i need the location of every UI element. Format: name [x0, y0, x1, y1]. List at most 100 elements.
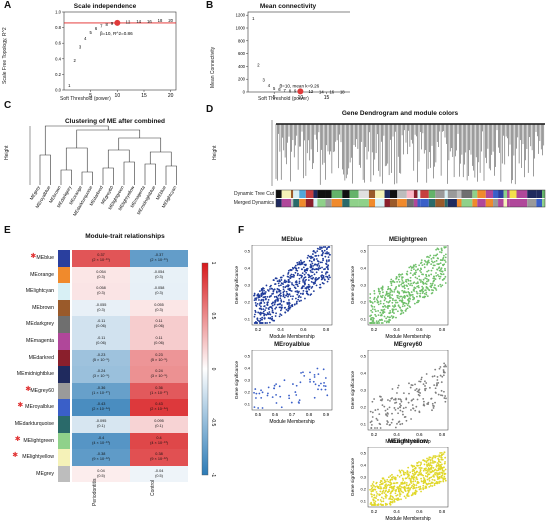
scatter-point	[407, 295, 409, 297]
dendrogram-branch	[61, 170, 72, 185]
scatter-point	[431, 258, 433, 260]
scatter-point	[276, 290, 278, 292]
p-value: (3 × 10⁻⁵)	[130, 374, 188, 379]
heatmap-cell-periodontitis: -0.36(1 × 10⁻¹⁰)	[72, 383, 130, 400]
y-tick-label: 0.3	[244, 378, 250, 383]
scatter-point	[425, 470, 427, 472]
scatter-point	[390, 479, 392, 481]
dynamic-tree-cut-segment	[445, 190, 448, 198]
scatter-point	[388, 302, 390, 304]
x-tick-label: 15	[324, 95, 330, 101]
data-point-label: 18	[158, 18, 163, 23]
scatter-point	[398, 385, 400, 387]
scatter-point	[440, 366, 442, 368]
scatter-point	[317, 373, 319, 375]
scatter-point	[394, 482, 396, 484]
scatter-point	[297, 264, 299, 266]
data-point-label: 5	[89, 30, 92, 35]
scatter-point	[436, 385, 438, 387]
scatter-point	[392, 419, 394, 421]
scatter-point	[391, 413, 393, 415]
dynamic-tree-cut-segment	[397, 190, 407, 198]
scatter-point	[416, 286, 418, 288]
scatter-point	[432, 257, 434, 259]
scatter-point	[411, 399, 413, 401]
scatter-point	[260, 397, 262, 399]
scatter-point	[434, 284, 436, 286]
scatter-point	[281, 308, 283, 310]
p-value: (0.5)	[130, 474, 188, 479]
heatmap-cell-periodontitis: -0.38(9 × 10⁻¹²)	[72, 449, 130, 466]
scatter-point	[412, 470, 414, 472]
y-tick-label: 800	[238, 38, 246, 43]
scatter-point	[277, 299, 279, 301]
scatter-point	[444, 372, 446, 374]
scatter-point	[302, 293, 304, 295]
module-color-swatch	[58, 383, 70, 400]
scatter-point	[399, 485, 401, 487]
scatter-point	[445, 282, 447, 284]
scatter-point	[432, 460, 434, 462]
scatter-point	[269, 322, 271, 324]
y-tick-label: 0.1	[244, 317, 250, 322]
scatter-point	[327, 268, 329, 270]
scatter-point	[311, 275, 313, 277]
heatmap-cell-periodontitis: 0.37(2 × 10⁻¹¹)	[72, 250, 130, 267]
scatter-point	[395, 308, 397, 310]
heatmap-cell-control: 0.11(0.06)	[130, 316, 188, 333]
scatter-point	[423, 405, 425, 407]
scatter-point	[441, 452, 443, 454]
scatter-point	[401, 290, 403, 292]
scatter-point	[421, 286, 423, 288]
scatter-point	[393, 488, 395, 490]
scatter-title: MEblue	[252, 237, 332, 243]
scatter-point	[373, 481, 375, 483]
scatter-point	[415, 287, 417, 289]
scatter-point	[392, 299, 394, 301]
scatter-point	[445, 257, 447, 259]
p-value: (0.5)	[72, 474, 130, 479]
x-tick-label: 10	[115, 93, 121, 99]
color-scale-bar	[202, 263, 208, 475]
scatter-point	[264, 318, 266, 320]
scatter-point	[389, 288, 391, 290]
scatter-point	[269, 296, 271, 298]
plot-frame	[368, 350, 448, 430]
scatter-point	[427, 403, 429, 405]
y-tick-label: 1200	[236, 13, 246, 18]
scatter-point	[387, 413, 389, 415]
scatter-point	[418, 380, 420, 382]
scatter-point	[417, 301, 419, 303]
scatter-point	[402, 414, 404, 416]
scatter-point	[376, 495, 378, 497]
scatter-point	[422, 282, 424, 284]
scatter-point	[370, 421, 372, 423]
scatter-point	[380, 296, 382, 298]
scatter-point	[287, 276, 289, 278]
x-tick-label: 0.4	[394, 327, 401, 332]
scatter-point	[312, 253, 314, 255]
scatter-point	[281, 304, 283, 306]
scatter-point	[370, 322, 372, 324]
scatter-point	[429, 387, 431, 389]
scatter-point	[280, 279, 282, 281]
scatter-point	[438, 477, 440, 479]
scatter-point	[433, 476, 435, 478]
scatter-point	[303, 375, 305, 377]
scatter-point	[416, 478, 418, 480]
dynamic-tree-cut-segment	[359, 190, 369, 198]
scatter-point	[257, 407, 259, 409]
scatter-point	[294, 266, 296, 268]
scatter-point	[397, 407, 399, 409]
scatter-point	[376, 493, 378, 495]
scatter-point	[430, 464, 432, 466]
scatter-point	[393, 485, 395, 487]
scatter-point	[399, 403, 401, 405]
y-axis-label: Gene significance	[350, 266, 356, 304]
scatter-point	[434, 456, 436, 458]
scatter-point	[403, 470, 405, 472]
y-tick-label: 0.4	[360, 266, 366, 271]
scatter-point	[297, 273, 299, 275]
scatter-point	[427, 288, 429, 290]
